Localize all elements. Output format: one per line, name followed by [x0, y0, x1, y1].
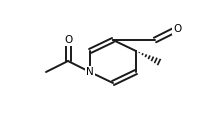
Text: N: N — [86, 67, 94, 77]
Text: O: O — [64, 35, 72, 45]
Text: O: O — [173, 24, 181, 34]
